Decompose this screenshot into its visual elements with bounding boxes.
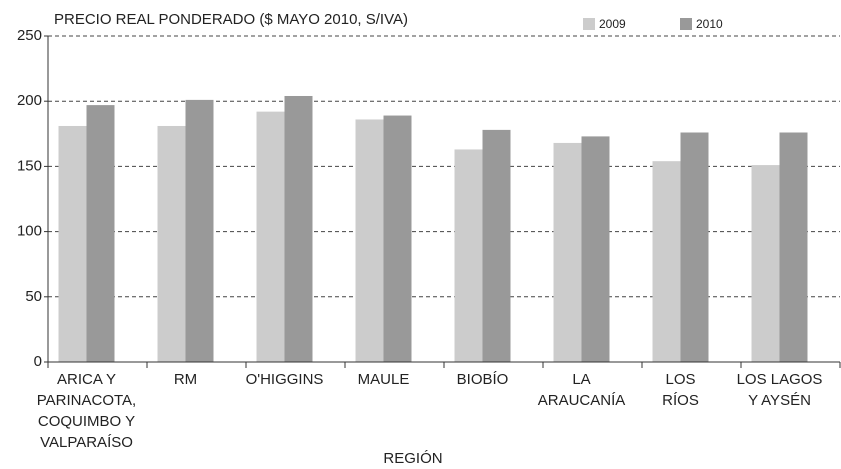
- y-tick-label: 50: [25, 288, 42, 305]
- bar: [256, 111, 285, 362]
- bar: [779, 132, 808, 362]
- x-tick-label: ARICA Y PARINACOTA, COQUIMBO Y VALPARAÍSO: [37, 371, 136, 451]
- x-tick-label: BIOBÍO: [457, 371, 509, 388]
- bar: [58, 125, 87, 362]
- x-tick-label: RM: [174, 371, 197, 388]
- bar: [652, 161, 681, 362]
- bar: [383, 115, 412, 362]
- bar: [157, 125, 186, 362]
- bar: [553, 142, 582, 362]
- bar: [185, 99, 214, 362]
- x-tick-label: LA ARAUCANÍA: [538, 371, 626, 409]
- y-axis-label: PRECIO REAL PONDERADO ($ MAYO 2010, S/IV…: [54, 11, 408, 28]
- x-tick-label: LOS LAGOS Y AYSÉN: [737, 371, 823, 409]
- bar: [751, 165, 780, 362]
- y-tick-label: 150: [17, 157, 42, 174]
- bar: [284, 95, 313, 362]
- bar: [86, 105, 115, 362]
- x-axis-label: REGIÓN: [383, 450, 442, 467]
- x-tick-label: O'HIGGINS: [246, 371, 324, 388]
- legend-label: 2010: [696, 17, 723, 31]
- legend-swatch: [583, 18, 595, 30]
- bar: [680, 132, 709, 362]
- legend-swatch: [680, 18, 692, 30]
- bar: [355, 119, 384, 363]
- y-tick-label: 100: [17, 223, 42, 240]
- x-tick-label: LOS RÍOS: [662, 371, 699, 409]
- y-tick-label: 200: [17, 92, 42, 109]
- bar: [581, 136, 610, 362]
- bar: [482, 129, 511, 362]
- bar: [454, 149, 483, 362]
- y-tick-label: 0: [34, 353, 42, 370]
- x-tick-label: MAULE: [358, 371, 410, 388]
- legend-label: 2009: [599, 17, 626, 31]
- y-tick-label: 250: [17, 27, 42, 44]
